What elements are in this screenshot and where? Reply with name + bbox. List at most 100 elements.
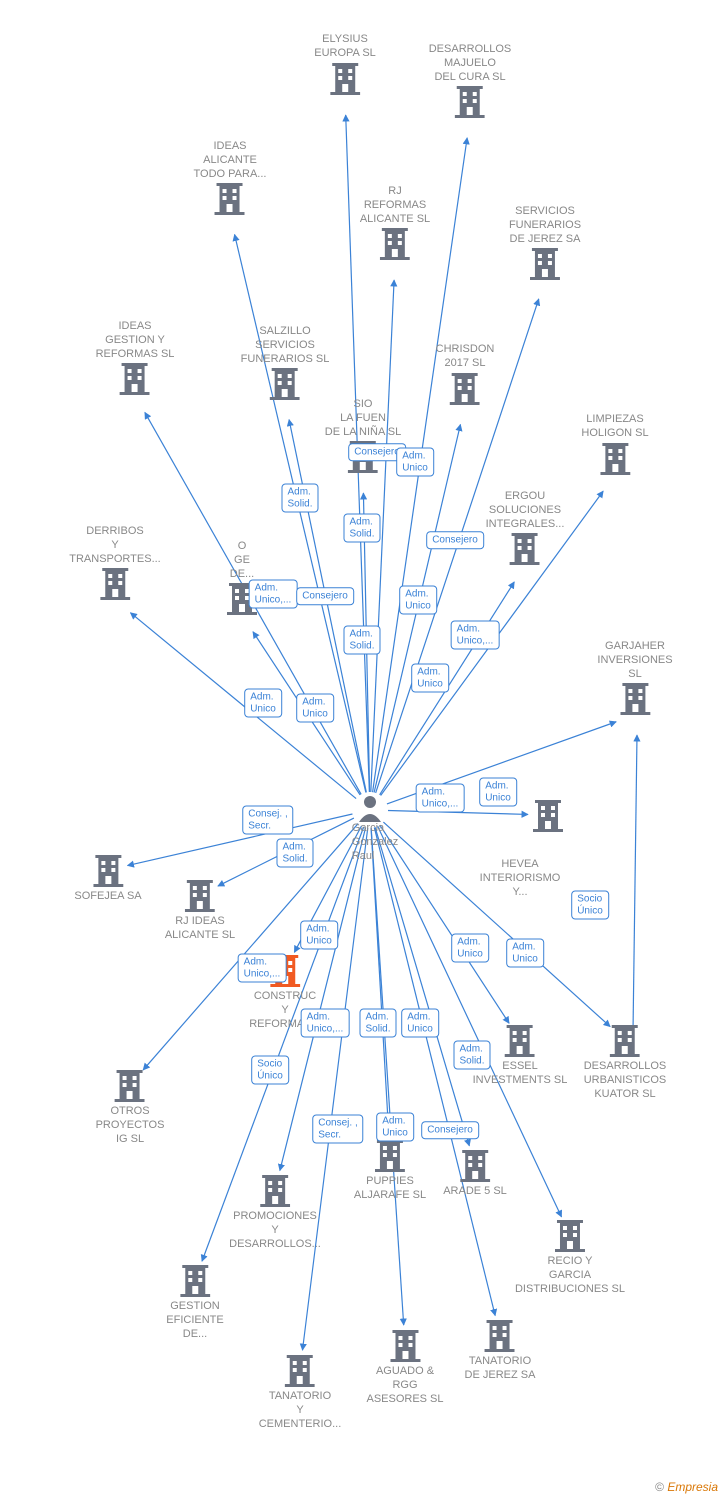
edge-role-label: Adm.Unico: [376, 1113, 414, 1142]
edge-role-label: Adm.Unico,...: [416, 784, 465, 813]
building-icon: [443, 1148, 507, 1182]
company-label: SERVICIOSFUNERARIOSDE JEREZ SA: [509, 205, 581, 246]
company-node[interactable]: RECIO YGARCIADISTRIBUCIONES SL: [515, 1218, 625, 1296]
building-icon: [194, 181, 267, 215]
company-node[interactable]: SIOLA FUENDE LA NIÑA SL: [325, 398, 401, 476]
edge-role-label: Adm.Solid.: [343, 626, 380, 655]
edge-role-label: Consejero: [421, 1121, 479, 1139]
company-node[interactable]: PUPPIESALJARAFE SL: [354, 1138, 426, 1203]
company-node[interactable]: SALZILLOSERVICIOSFUNERARIOS SL: [241, 325, 330, 403]
building-icon: [486, 531, 565, 565]
company-label: ERGOUSOLUCIONESINTEGRALES...: [486, 490, 565, 531]
building-icon: [581, 441, 648, 475]
edge-role-label: Adm.Unico,...: [249, 580, 298, 609]
edge-role-label: Adm.Solid.: [281, 484, 318, 513]
edge-role-label: Adm.Unico: [401, 1009, 439, 1038]
company-label: DESARROLLOSMAJUELODEL CURA SL: [429, 43, 512, 84]
edge-role-label: Adm.Unico: [411, 664, 449, 693]
company-label: PROMOCIONESYDESARROLLOS...: [229, 1210, 321, 1251]
edge-role-label: Adm.Unico,...: [301, 1009, 350, 1038]
company-label: SOFEJEA SA: [74, 890, 141, 904]
edge-role-label: Adm.Unico: [396, 448, 434, 477]
company-node[interactable]: TANATORIODE JEREZ SA: [465, 1318, 536, 1383]
edge-role-label: SocioÚnico: [571, 891, 609, 920]
company-label: PUPPIESALJARAFE SL: [354, 1175, 426, 1203]
company-node[interactable]: LIMPIEZASHOLIGON SL: [581, 413, 648, 478]
company-label: ELYSIUSEUROPA SL: [314, 33, 376, 61]
building-icon: [314, 61, 376, 95]
edge-role-label: Adm.Unico: [399, 586, 437, 615]
company-label: GARJAHERINVERSIONESSL: [597, 640, 672, 681]
company-label: IDEASGESTION YREFORMAS SL: [96, 320, 175, 361]
edge-role-label: Consejero: [296, 587, 354, 605]
edge-role-label: Consejero: [426, 531, 484, 549]
company-node[interactable]: IDEASALICANTETODO PARA...: [194, 140, 267, 218]
company-node[interactable]: DESARROLLOSMAJUELODEL CURA SL: [429, 43, 512, 121]
edge: [302, 828, 367, 1350]
company-label: HEVEAINTERIORISMOY...: [480, 858, 561, 899]
building-icon: [584, 1023, 667, 1057]
building-icon: [166, 1263, 223, 1297]
building-icon: [69, 566, 160, 600]
building-icon: [259, 1353, 342, 1387]
company-node[interactable]: OTROSPROYECTOSIG SL: [96, 1068, 165, 1146]
building-icon: [465, 1318, 536, 1352]
edge-role-label: Adm.Unico: [451, 934, 489, 963]
company-node[interactable]: TANATORIOYCEMENTERIO...: [259, 1353, 342, 1431]
company-label: CHRISDON2017 SL: [436, 343, 495, 371]
building-icon: [509, 246, 581, 280]
edge-role-label: Adm.Unico: [244, 689, 282, 718]
company-label: SIOLA FUENDE LA NIÑA SL: [325, 398, 401, 439]
company-node[interactable]: GESTIONEFICIENTEDE...: [166, 1263, 223, 1341]
company-node[interactable]: SERVICIOSFUNERARIOSDE JEREZ SA: [509, 205, 581, 283]
company-node[interactable]: RJ IDEASALICANTE SL: [165, 878, 235, 943]
company-label: SALZILLOSERVICIOSFUNERARIOS SL: [241, 325, 330, 366]
company-label: RJ IDEASALICANTE SL: [165, 915, 235, 943]
company-node[interactable]: ARADE 5 SL: [443, 1148, 507, 1199]
company-label: RECIO YGARCIADISTRIBUCIONES SL: [515, 1255, 625, 1296]
edge: [380, 825, 509, 1023]
company-label: RJREFORMASALICANTE SL: [360, 185, 430, 226]
company-node[interactable]: CHRISDON2017 SL: [436, 343, 495, 408]
company-label: OGEDE...: [227, 540, 257, 581]
company-node[interactable]: PROMOCIONESYDESARROLLOS...: [229, 1173, 321, 1251]
company-node[interactable]: RJREFORMASALICANTE SL: [360, 185, 430, 263]
building-icon: [74, 853, 141, 887]
company-node[interactable]: [533, 798, 563, 835]
edge: [127, 814, 352, 866]
company-node[interactable]: SOFEJEA SA: [74, 853, 141, 904]
edge-role-label: Adm.Unico,...: [238, 954, 287, 983]
company-node[interactable]: DESARROLLOSURBANISTICOSKUATOR SL: [584, 1023, 667, 1101]
edge-role-label: Adm.Unico: [300, 921, 338, 950]
building-icon: [96, 1068, 165, 1102]
company-label: LIMPIEZASHOLIGON SL: [581, 413, 648, 441]
edge-role-label: Adm.Unico: [506, 939, 544, 968]
building-icon: [597, 681, 672, 715]
edge-role-label: Adm.Unico: [296, 694, 334, 723]
building-icon: [165, 878, 235, 912]
edge-role-label: Consej. ,Secr.: [312, 1115, 363, 1144]
building-icon: [241, 366, 330, 400]
footer-credit: © Empresia: [655, 1480, 718, 1494]
center-person-label: GarciaGonzalezRaul: [352, 822, 398, 863]
company-node[interactable]: ELYSIUSEUROPA SL: [314, 33, 376, 98]
company-node[interactable]: DERRIBOSYTRANSPORTES...: [69, 525, 160, 603]
company-label: GESTIONEFICIENTEDE...: [166, 1300, 223, 1341]
company-label: TANATORIODE JEREZ SA: [465, 1355, 536, 1383]
company-node[interactable]: ERGOUSOLUCIONESINTEGRALES...: [486, 490, 565, 568]
building-icon: [366, 1328, 443, 1362]
company-label: TANATORIOYCEMENTERIO...: [259, 1390, 342, 1431]
building-icon: [515, 1218, 625, 1252]
company-node[interactable]: IDEASGESTION YREFORMAS SL: [96, 320, 175, 398]
company-node[interactable]: AGUADO &RGGASESORES SL: [366, 1328, 443, 1406]
edge: [371, 828, 404, 1325]
company-label: OTROSPROYECTOSIG SL: [96, 1105, 165, 1146]
company-node[interactable]: GARJAHERINVERSIONESSL: [597, 640, 672, 718]
edge-role-label: SocioÚnico: [251, 1056, 289, 1085]
building-icon: [436, 371, 495, 405]
edge-role-label: Adm.Unico: [479, 778, 517, 807]
edge-role-label: Adm.Solid.: [343, 514, 380, 543]
edge-role-label: Consej. ,Secr.: [242, 806, 293, 835]
edge-role-label: Adm.Solid.: [276, 839, 313, 868]
building-icon: [354, 1138, 426, 1172]
